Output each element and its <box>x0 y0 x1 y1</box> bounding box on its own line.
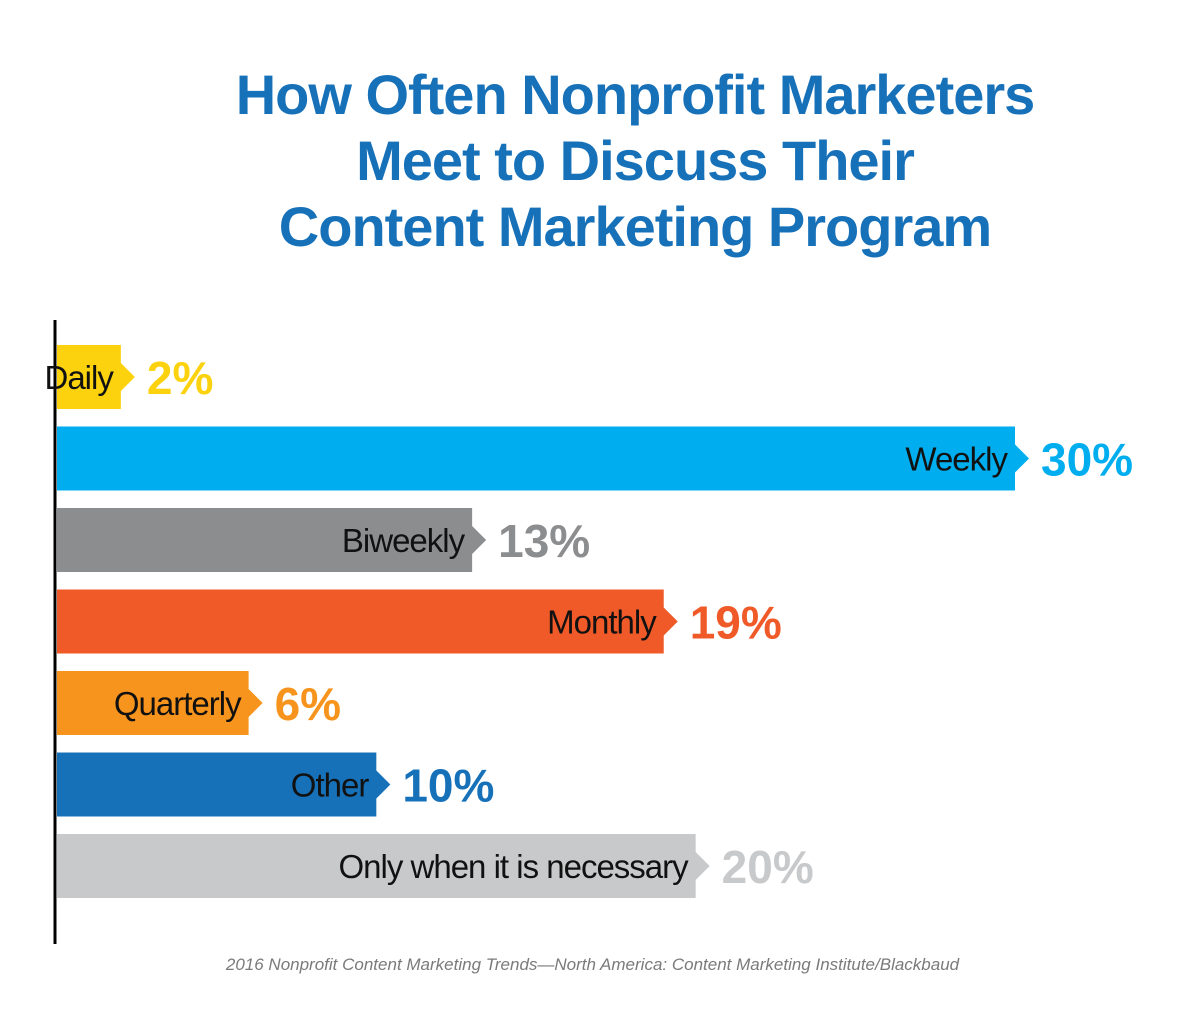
chart-title-line-2: Meet to Discuss Their <box>356 129 915 192</box>
bar-only-when-it-is-necessary <box>57 834 710 898</box>
bar-quarterly <box>57 671 263 735</box>
value-label-only-when-it-is-necessary: 20% <box>722 841 814 893</box>
category-label-only-when-it-is-necessary: Only when it is necessary <box>339 848 690 885</box>
category-label-monthly: Monthly <box>547 604 657 641</box>
bar-weekly <box>57 426 1029 491</box>
category-label-biweekly: Biweekly <box>342 522 466 559</box>
category-label-daily: Daily <box>45 359 115 396</box>
bar-other <box>57 752 391 817</box>
chart-source-note: 2016 Nonprofit Content Marketing Trends—… <box>225 955 960 974</box>
category-label-quarterly: Quarterly <box>114 685 242 722</box>
category-label-weekly: Weekly <box>905 441 1008 478</box>
value-label-other: 10% <box>402 760 494 812</box>
bars-group: Daily 2% Weekly 30% Biweekly 13% Monthly 19% Qua… <box>45 345 1133 898</box>
value-label-biweekly: 13% <box>498 515 590 567</box>
value-label-monthly: 19% <box>690 597 782 649</box>
bar-daily <box>57 345 135 409</box>
chart-title-line-1: How Often Nonprofit Marketers <box>235 63 1036 126</box>
value-label-weekly: 30% <box>1041 434 1133 486</box>
bar-monthly <box>57 589 678 654</box>
value-label-quarterly: 6% <box>275 678 341 730</box>
chart-title-line-3: Content Marketing Program <box>278 195 992 258</box>
chart-title: How Often Nonprofit Marketers Meet to Di… <box>0 62 1185 260</box>
bar-biweekly <box>57 508 487 572</box>
value-label-daily: 2% <box>147 352 213 404</box>
category-label-other: Other <box>291 767 370 804</box>
